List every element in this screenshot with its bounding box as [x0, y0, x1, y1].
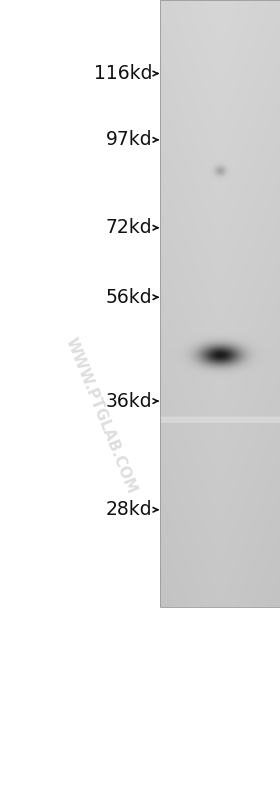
Text: 56kd: 56kd: [106, 288, 152, 307]
Text: 28kd: 28kd: [106, 500, 152, 519]
Bar: [160, 0, 280, 607]
Text: 36kd: 36kd: [106, 392, 152, 411]
Text: 116kd: 116kd: [94, 64, 152, 83]
Text: WWW.PTGLAB.COM: WWW.PTGLAB.COM: [62, 336, 139, 495]
Text: 72kd: 72kd: [106, 218, 152, 237]
Text: 97kd: 97kd: [106, 130, 152, 149]
